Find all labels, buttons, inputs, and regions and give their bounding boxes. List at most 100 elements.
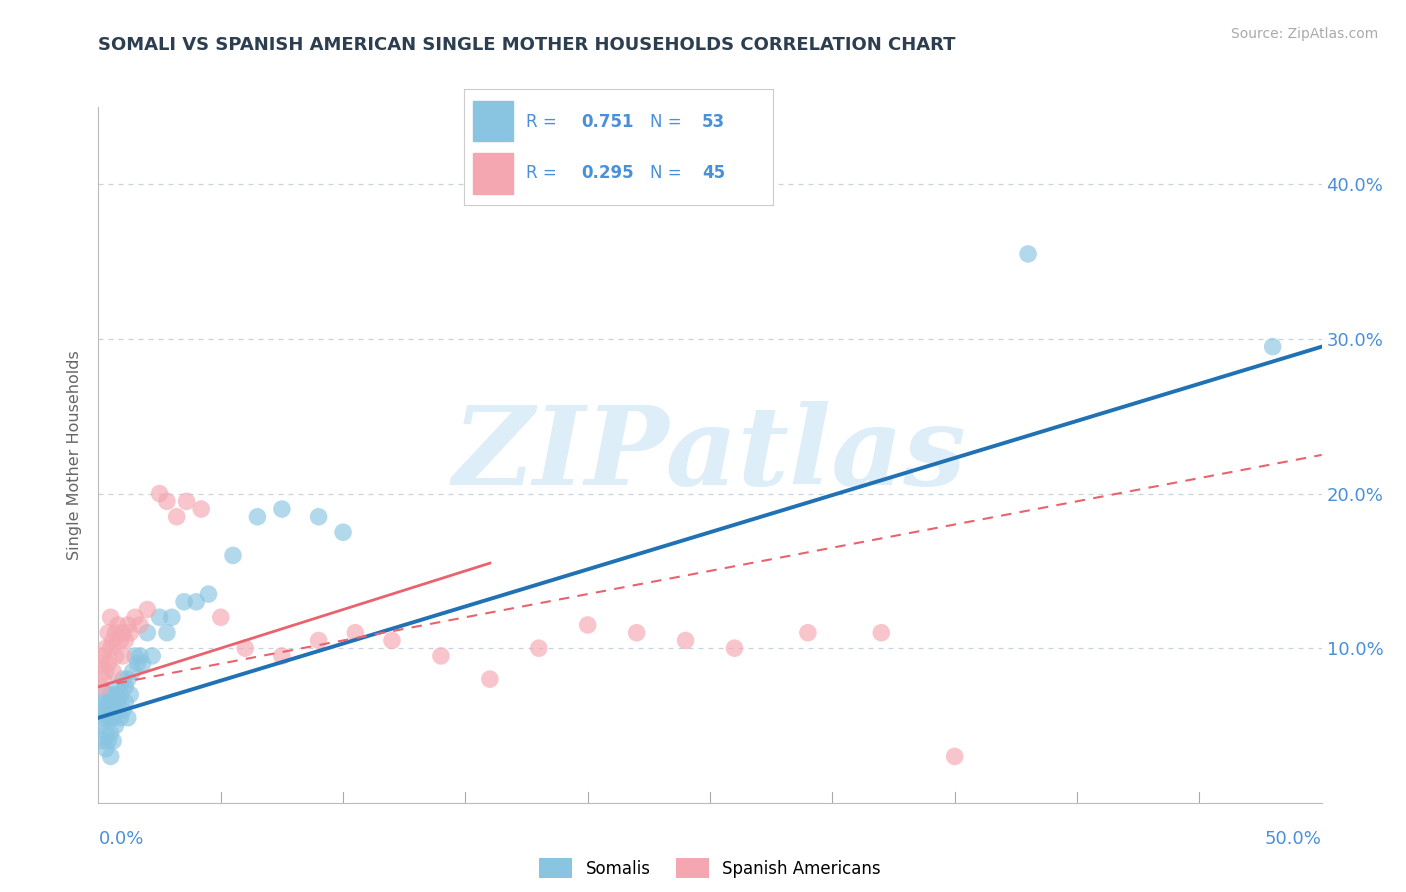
Point (114, 633, 136, 648)
Point (308, 509, 330, 524)
Point (104, 688, 127, 702)
Point (100, 641, 122, 656)
Point (149, 610, 172, 624)
Point (100, 749, 122, 764)
Point (101, 734, 124, 748)
Point (943, 749, 966, 764)
Point (190, 502, 212, 516)
Point (332, 525, 354, 540)
Point (626, 625, 648, 640)
Point (117, 672, 139, 686)
Bar (474, 101, 513, 141)
Point (186, 595, 208, 609)
Point (111, 672, 134, 686)
Point (270, 648, 294, 663)
Point (107, 618, 129, 632)
Text: R =: R = (526, 164, 562, 182)
Point (576, 618, 599, 632)
Y-axis label: Single Mother Households: Single Mother Households (67, 350, 83, 560)
Point (111, 648, 134, 663)
Point (94, 726, 117, 740)
Point (166, 509, 188, 524)
Point (870, 625, 893, 640)
Point (160, 610, 183, 624)
Point (114, 680, 136, 694)
Legend: Somalis, Spanish Americans: Somalis, Spanish Americans (533, 851, 887, 885)
Point (110, 633, 132, 648)
Point (94, 641, 117, 656)
Point (246, 509, 269, 524)
Point (173, 595, 195, 609)
Point (101, 665, 124, 679)
Text: N =: N = (650, 164, 686, 182)
Point (222, 549, 245, 563)
Point (270, 502, 294, 516)
Point (129, 648, 152, 663)
Point (107, 680, 129, 694)
Point (797, 625, 820, 640)
Point (94, 741, 117, 756)
Point (91, 695, 114, 709)
Point (131, 657, 153, 671)
Point (527, 641, 550, 656)
Point (149, 486, 172, 500)
Point (1261, 340, 1284, 354)
Text: N =: N = (650, 112, 686, 130)
Point (104, 703, 127, 717)
Point (308, 633, 330, 648)
Point (127, 657, 149, 671)
Point (101, 711, 124, 725)
Point (110, 711, 132, 725)
Point (97, 711, 120, 725)
Point (110, 688, 132, 702)
Point (381, 633, 404, 648)
Point (91, 648, 114, 663)
Point (136, 602, 159, 616)
Point (100, 711, 122, 725)
Point (136, 625, 159, 640)
Point (124, 610, 146, 624)
Point (344, 625, 367, 640)
Point (101, 633, 124, 648)
Point (233, 641, 256, 656)
Point (104, 625, 127, 640)
Text: 0.0%: 0.0% (98, 830, 143, 847)
Text: R =: R = (526, 112, 562, 130)
Point (141, 648, 163, 663)
Text: 0.751: 0.751 (582, 112, 634, 130)
Point (97, 625, 120, 640)
Point (91, 672, 114, 686)
Point (100, 610, 122, 624)
Text: 0.295: 0.295 (582, 164, 634, 182)
Point (120, 688, 142, 702)
Point (124, 648, 146, 663)
Point (101, 695, 124, 709)
Point (94, 688, 117, 702)
Point (97, 695, 120, 709)
Point (90, 703, 112, 717)
Point (114, 695, 136, 709)
Point (90, 657, 112, 671)
Point (430, 648, 453, 663)
Point (104, 718, 127, 732)
Point (156, 625, 179, 640)
Point (120, 625, 142, 640)
Point (111, 703, 134, 717)
Point (107, 695, 129, 709)
Text: ZIPatlas: ZIPatlas (453, 401, 967, 508)
Point (100, 688, 122, 702)
Point (1017, 247, 1039, 261)
Point (117, 711, 139, 725)
Point (197, 587, 219, 601)
Point (91, 711, 114, 725)
Bar (474, 153, 513, 194)
Point (176, 494, 198, 508)
Point (91, 734, 114, 748)
Point (478, 672, 501, 686)
Point (97, 657, 120, 671)
Point (104, 648, 127, 663)
Text: SOMALI VS SPANISH AMERICAN SINGLE MOTHER HOUSEHOLDS CORRELATION CHART: SOMALI VS SPANISH AMERICAN SINGLE MOTHER… (98, 36, 956, 54)
Point (94, 665, 117, 679)
Point (100, 726, 122, 740)
Point (129, 618, 152, 632)
